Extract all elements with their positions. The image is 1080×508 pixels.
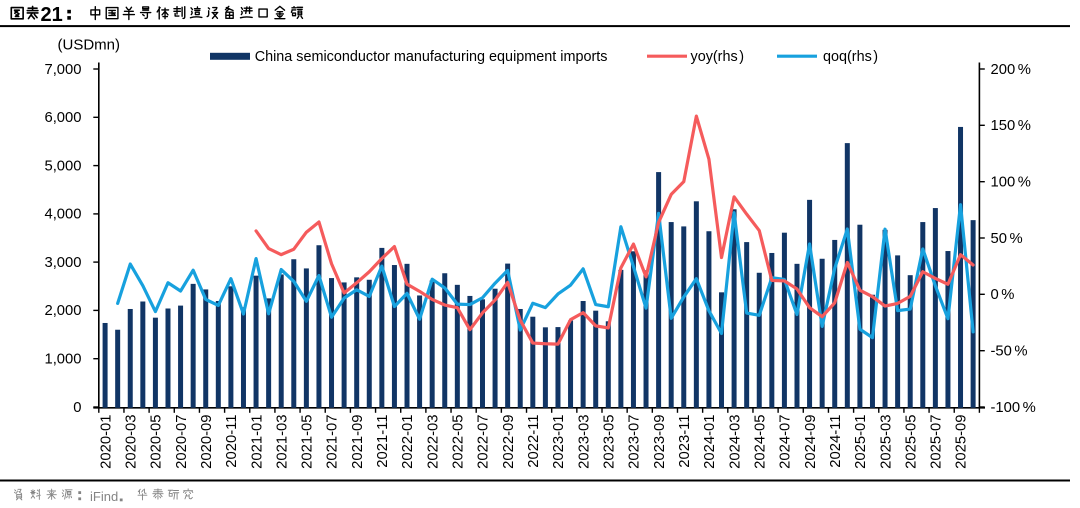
- svg-text:1,000: 1,000: [44, 352, 81, 368]
- svg-text:yoy(rhs): yoy(rhs): [691, 49, 744, 65]
- svg-text:2021-09: 2021-09: [350, 415, 366, 469]
- svg-text:2023-03: 2023-03: [576, 415, 592, 469]
- svg-text:21: 21: [41, 4, 63, 26]
- svg-text:2022-07: 2022-07: [476, 415, 492, 469]
- svg-text:iFind: iFind: [90, 489, 118, 504]
- svg-text:4,000: 4,000: [44, 207, 81, 223]
- svg-text:2023-11: 2023-11: [677, 415, 693, 468]
- svg-text:-100%: -100%: [991, 400, 1036, 416]
- svg-text:100%: 100%: [991, 175, 1031, 191]
- svg-text:5,000: 5,000: [44, 158, 81, 174]
- svg-text:0%: 0%: [991, 287, 1015, 303]
- svg-text:2022-05: 2022-05: [451, 415, 467, 469]
- svg-text:2024-07: 2024-07: [778, 415, 794, 469]
- svg-text:2025-09: 2025-09: [954, 415, 970, 469]
- svg-text:(USDmn): (USDmn): [58, 36, 121, 53]
- svg-text:2022-03: 2022-03: [425, 415, 441, 469]
- svg-text:0: 0: [73, 400, 81, 416]
- svg-text:2,000: 2,000: [44, 303, 81, 319]
- svg-text:2022-09: 2022-09: [501, 415, 517, 469]
- svg-text:2024-09: 2024-09: [803, 415, 819, 469]
- svg-text:China semiconductor manufactur: China semiconductor manufacturing equipm…: [255, 49, 608, 65]
- svg-text:2024-11: 2024-11: [828, 415, 844, 468]
- svg-text:2024-05: 2024-05: [752, 415, 768, 469]
- svg-text:2021-11: 2021-11: [375, 415, 391, 468]
- svg-text:2025-03: 2025-03: [878, 415, 894, 469]
- svg-text:2020-05: 2020-05: [149, 415, 165, 469]
- svg-text:2023-09: 2023-09: [652, 415, 668, 469]
- svg-text:qoq(rhs): qoq(rhs): [823, 49, 878, 65]
- svg-text:6,000: 6,000: [44, 110, 81, 126]
- svg-text:2020-09: 2020-09: [199, 415, 215, 469]
- svg-text:2025-07: 2025-07: [929, 415, 945, 469]
- svg-text:2021-05: 2021-05: [300, 415, 316, 469]
- svg-text:200%: 200%: [991, 62, 1031, 78]
- svg-text:2021-01: 2021-01: [249, 415, 265, 469]
- svg-text:2021-07: 2021-07: [325, 415, 341, 469]
- svg-text:2021-03: 2021-03: [274, 415, 290, 469]
- svg-text:2022-11: 2022-11: [526, 415, 542, 468]
- svg-text:2024-01: 2024-01: [702, 415, 718, 469]
- svg-text:-50%: -50%: [991, 344, 1028, 360]
- svg-text:3,000: 3,000: [44, 255, 81, 271]
- svg-text:2020-01: 2020-01: [98, 415, 114, 469]
- svg-text:2020-03: 2020-03: [123, 415, 139, 469]
- svg-text:2024-03: 2024-03: [727, 415, 743, 469]
- svg-text:7,000: 7,000: [44, 62, 81, 78]
- svg-text:2022-01: 2022-01: [400, 415, 416, 469]
- svg-text:50%: 50%: [991, 231, 1023, 247]
- svg-text:2020-07: 2020-07: [174, 415, 190, 469]
- svg-text:2023-07: 2023-07: [627, 415, 643, 469]
- svg-text:2023-01: 2023-01: [551, 415, 567, 469]
- svg-text:2025-05: 2025-05: [903, 415, 919, 469]
- svg-text:150%: 150%: [991, 118, 1031, 134]
- svg-text:2020-11: 2020-11: [224, 415, 240, 468]
- svg-text:2025-01: 2025-01: [853, 415, 869, 469]
- svg-text:2023-05: 2023-05: [601, 415, 617, 469]
